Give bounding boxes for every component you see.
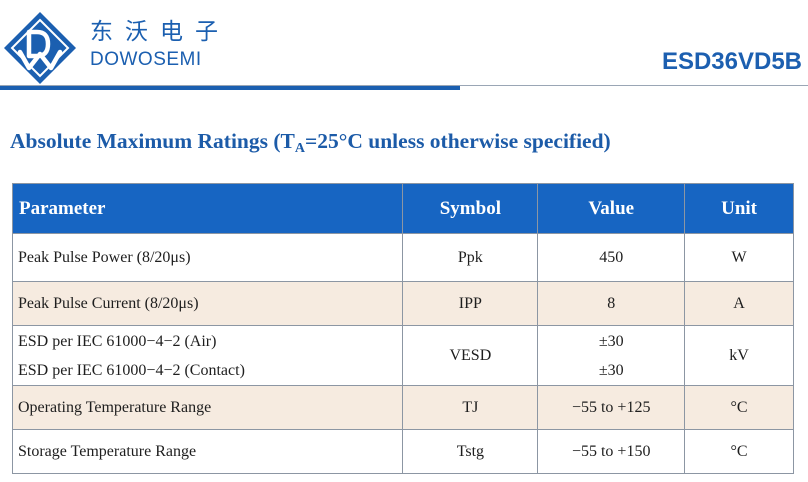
cell-parameter: Peak Pulse Current (8/20μs) bbox=[11, 281, 404, 326]
cell-symbol: TJ bbox=[402, 385, 539, 430]
brand-name-chinese: 东沃电子 bbox=[90, 19, 230, 45]
cell-parameter: Operating Temperature Range bbox=[11, 385, 404, 430]
part-number: ESD36VD5B bbox=[661, 48, 802, 75]
table-row: Operating Temperature Range TJ −55 to +1… bbox=[11, 385, 794, 430]
table-header-row: Parameter Symbol Value Unit bbox=[11, 183, 794, 234]
cell-value: 8 bbox=[537, 281, 686, 326]
table-row: ESD per IEC 61000−4−2 (Air) ESD per IEC … bbox=[11, 325, 794, 386]
cell-parameter: Storage Temperature Range bbox=[11, 429, 404, 474]
cell-unit: °C bbox=[684, 385, 794, 430]
header-accent-bar bbox=[0, 86, 460, 90]
dowosemi-logo bbox=[4, 12, 76, 84]
header-unit: Unit bbox=[684, 183, 794, 234]
table-row: Storage Temperature Range Tstg −55 to +1… bbox=[11, 429, 794, 474]
table-row: Peak Pulse Power (8/20μs) Ppk 450 W bbox=[11, 233, 794, 282]
cell-symbol: Tstg bbox=[402, 429, 539, 474]
cell-value: ±30 ±30 bbox=[537, 325, 686, 386]
section-title-subscript: A bbox=[294, 141, 306, 156]
section-title-suffix: =25°C unless otherwise specified) bbox=[305, 129, 611, 153]
parameter-line: ESD per IEC 61000−4−2 (Contact) bbox=[18, 361, 245, 379]
cell-unit: kV bbox=[684, 325, 794, 386]
cell-symbol: VESD bbox=[402, 325, 539, 386]
ratings-table: Parameter Symbol Value Unit Peak Pulse P… bbox=[11, 183, 794, 474]
table-row: Peak Pulse Current (8/20μs) IPP 8 A bbox=[11, 281, 794, 326]
value-line: ±30 bbox=[598, 361, 624, 379]
cell-value: −55 to +125 bbox=[537, 385, 686, 430]
cell-unit: °C bbox=[684, 429, 794, 474]
cell-value: 450 bbox=[537, 233, 686, 282]
header-parameter: Parameter bbox=[11, 183, 404, 234]
cell-unit: A bbox=[684, 281, 794, 326]
cell-unit: W bbox=[684, 233, 794, 282]
parameter-line: ESD per IEC 61000−4−2 (Air) bbox=[18, 332, 217, 350]
cell-symbol: IPP bbox=[402, 281, 539, 326]
cell-parameter: Peak Pulse Power (8/20μs) bbox=[11, 233, 404, 282]
section-title: Absolute Maximum Ratings (TA=25°C unless… bbox=[10, 129, 611, 157]
cell-symbol: Ppk bbox=[402, 233, 539, 282]
header-symbol: Symbol bbox=[402, 183, 539, 234]
cell-parameter: ESD per IEC 61000−4−2 (Air) ESD per IEC … bbox=[11, 325, 404, 386]
header-value: Value bbox=[537, 183, 686, 234]
cell-value: −55 to +150 bbox=[537, 429, 686, 474]
value-line: ±30 bbox=[598, 332, 624, 350]
section-title-prefix: Absolute Maximum Ratings (T bbox=[10, 129, 295, 153]
header-divider bbox=[0, 85, 808, 86]
brand-name-english: DOWOSEMI bbox=[90, 49, 202, 70]
